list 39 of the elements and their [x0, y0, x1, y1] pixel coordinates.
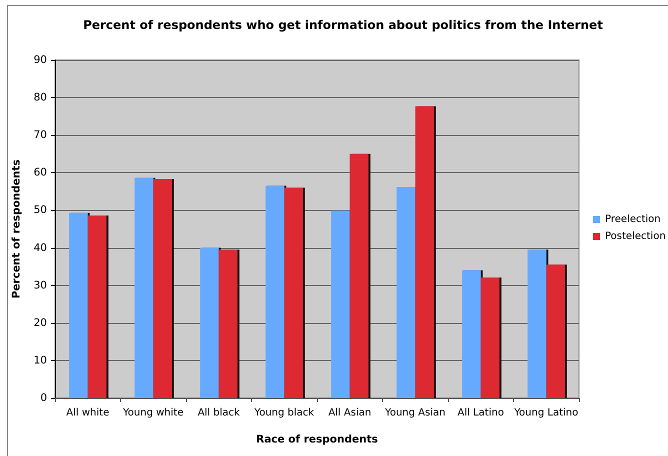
y-tick-label: 20	[34, 316, 47, 329]
legend-label: Preelection	[605, 214, 661, 225]
y-tick-label: 10	[34, 354, 47, 366]
y-tick-label: 70	[34, 129, 47, 142]
x-tick-label: All Asian	[328, 408, 372, 418]
chart-title: Percent of respondents who get information about politics from the Internet	[83, 18, 604, 32]
x-tick-label: All white	[66, 408, 110, 418]
x-axis-title: Race of respondents	[256, 434, 378, 446]
y-tick-label: 80	[34, 92, 47, 104]
y-tick-label: 0	[40, 392, 47, 404]
bar	[218, 250, 238, 398]
y-tick-label: 50	[34, 204, 47, 216]
x-tick-label: All Latino	[458, 408, 504, 418]
legend-label: Postelection	[605, 231, 666, 242]
bar	[546, 264, 565, 398]
bar	[396, 186, 416, 398]
bar	[350, 154, 368, 398]
bar	[88, 215, 106, 398]
bar	[462, 270, 481, 398]
y-axis-title: Percent of respondents	[10, 159, 22, 299]
x-tick-label: Young Latino	[513, 408, 578, 418]
x-tick-label: All black	[198, 408, 240, 418]
x-tick-label: Young white	[122, 408, 184, 418]
x-tick-label: Young black	[253, 408, 314, 418]
y-tick-label: 60	[34, 166, 47, 179]
x-tick-label: Young Asian	[384, 408, 446, 418]
y-tick-label: 40	[34, 242, 47, 254]
bar	[528, 250, 546, 398]
y-tick-label: 30	[34, 279, 47, 292]
bar	[153, 179, 172, 398]
bar	[134, 178, 154, 398]
bar	[331, 210, 350, 398]
bar	[200, 248, 219, 398]
bar	[415, 106, 434, 398]
bar	[69, 212, 88, 398]
bar	[266, 186, 284, 398]
bar	[284, 188, 303, 398]
bar	[480, 277, 500, 398]
y-tick-label: 90	[34, 54, 47, 66]
